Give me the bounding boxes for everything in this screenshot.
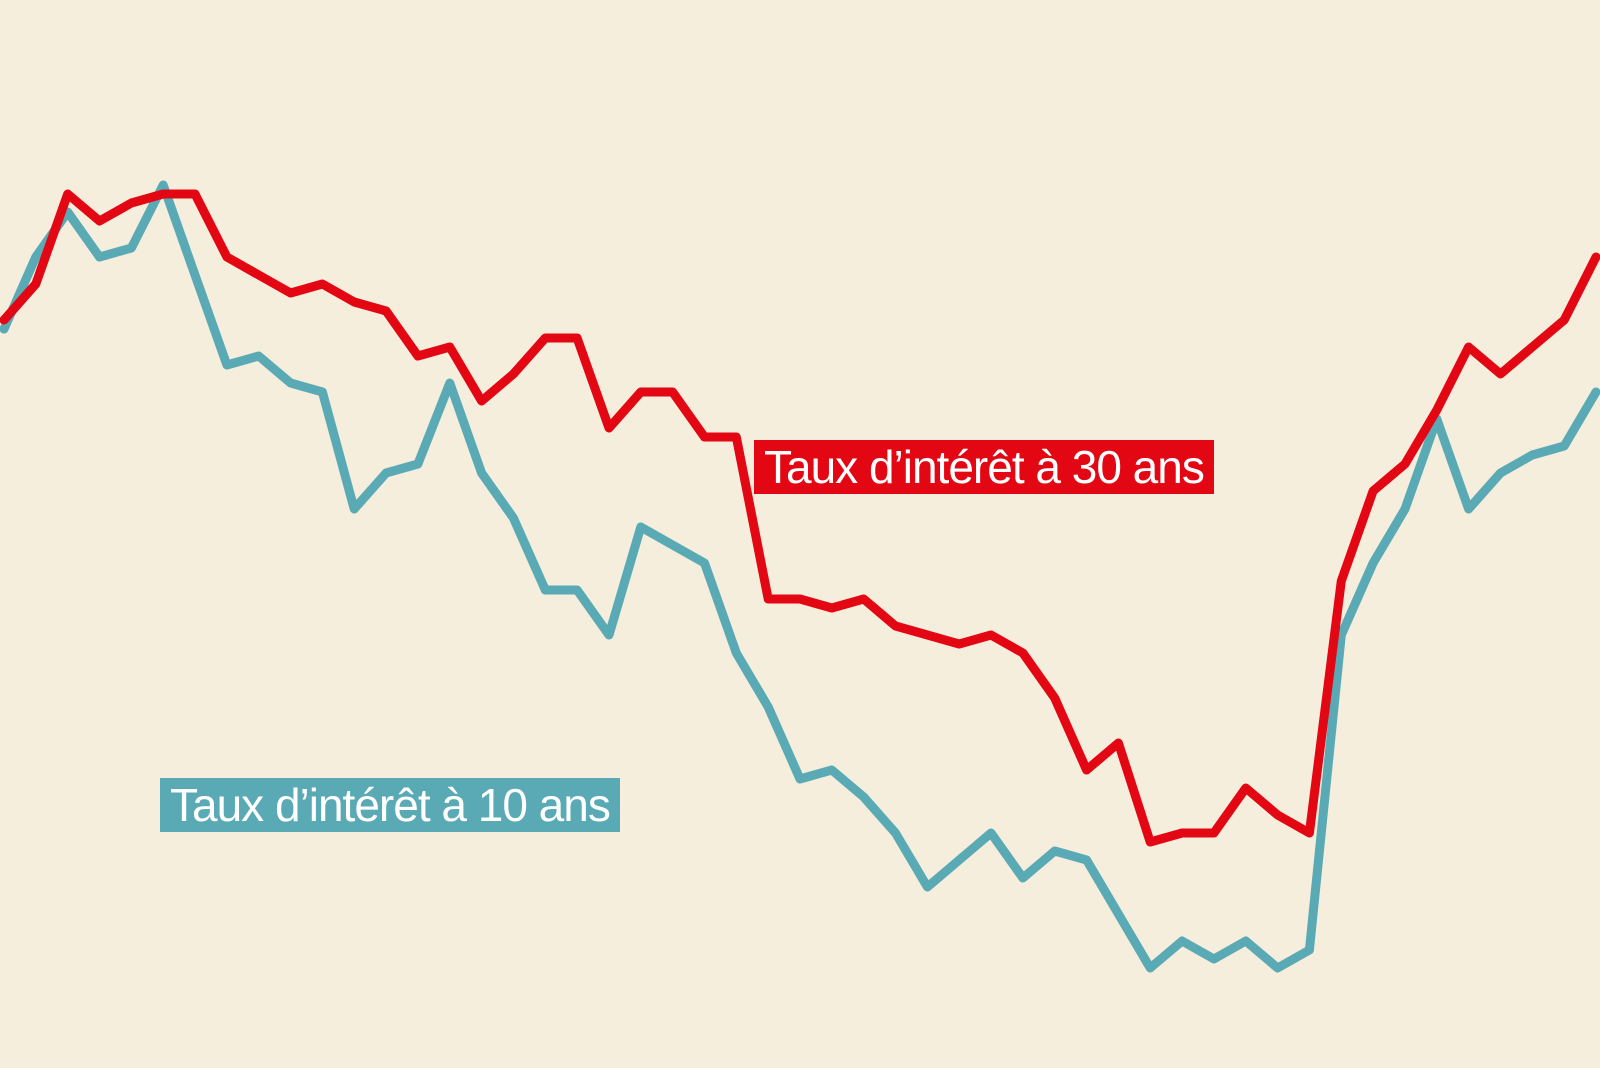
series-label-30-ans: Taux d’intérêt à 30 ans [754, 440, 1214, 494]
series-label-10-ans: Taux d’intérêt à 10 ans [160, 778, 620, 832]
series-layer [0, 180, 1600, 973]
series-line-10-ans [0, 180, 1600, 973]
series-line-30-ans [0, 189, 1600, 847]
